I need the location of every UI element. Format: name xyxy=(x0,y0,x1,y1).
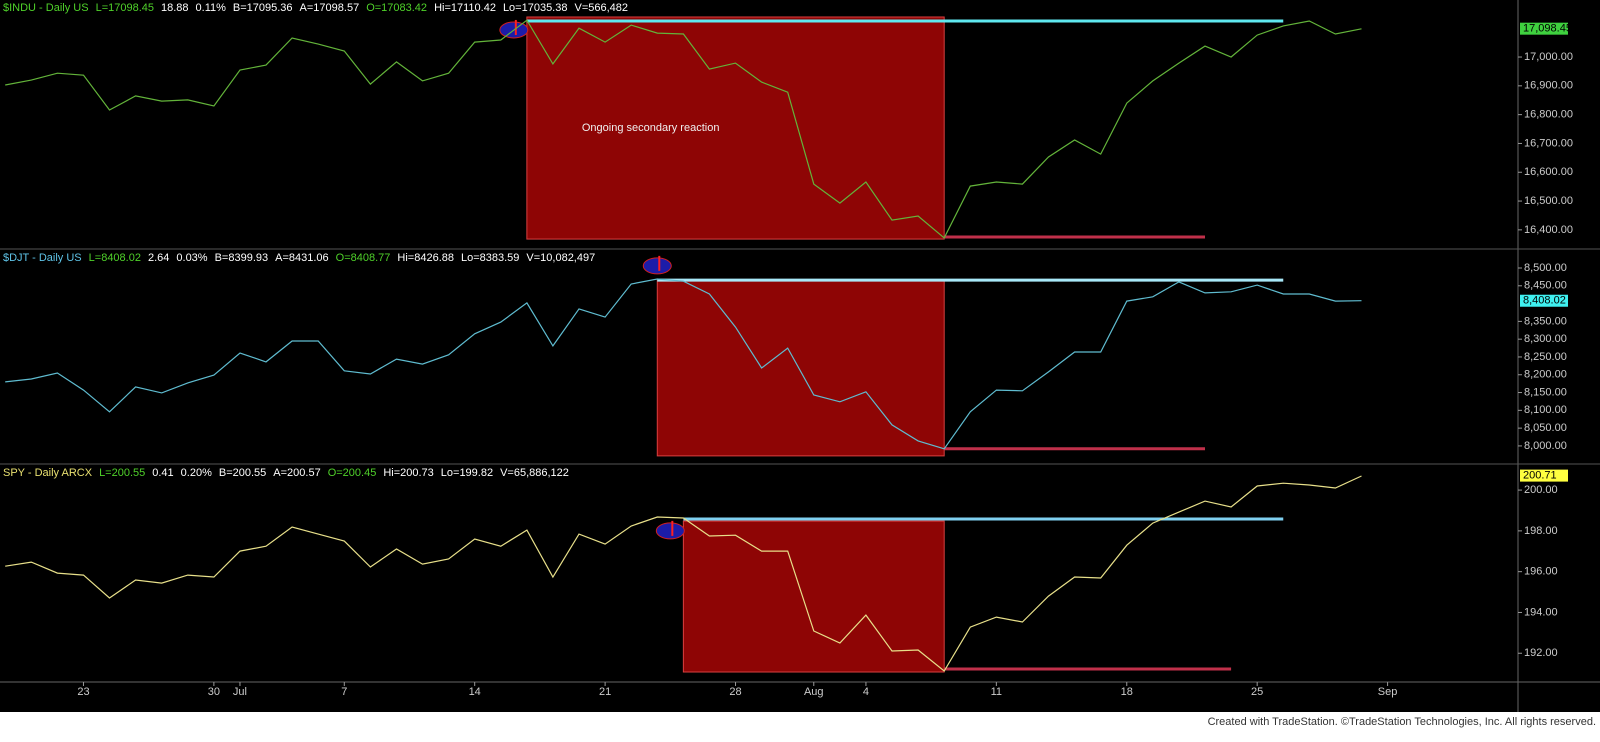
x-tick-label: 30 xyxy=(208,686,220,698)
header-field: $DJT - Daily US xyxy=(3,252,82,264)
x-tick-label: Sep xyxy=(1378,686,1398,698)
y-tick-label: 8,300.00 xyxy=(1524,333,1567,345)
price-line xyxy=(5,475,1362,672)
last-price-label: 200.71 xyxy=(1523,470,1557,482)
header-field: O=8408.77 xyxy=(336,252,391,264)
header-field: V=10,082,497 xyxy=(526,252,595,264)
y-tick-label: 8,500.00 xyxy=(1524,262,1567,274)
header-field: O=17083.42 xyxy=(366,2,427,14)
x-tick-label: 11 xyxy=(991,686,1002,698)
x-tick-label: 23 xyxy=(77,686,89,698)
highlight-region xyxy=(682,520,945,673)
highlight-region xyxy=(656,279,945,457)
footer-strip xyxy=(0,712,1600,742)
header-field: 0.11% xyxy=(196,2,227,14)
header-field: $INDU - Daily US xyxy=(3,2,89,14)
x-tick-label: 4 xyxy=(863,686,869,698)
annotation: Ongoing secondary reaction xyxy=(582,122,720,134)
y-tick-label: 8,200.00 xyxy=(1524,369,1567,381)
panel-header: SPY - Daily ARCX L=200.55 0.41 0.20% B=200.5… xyxy=(3,467,569,479)
header-field: 18.88 xyxy=(161,2,189,14)
y-tick-label: 16,700.00 xyxy=(1524,137,1573,149)
footer: Created with TradeStation. ©TradeStation… xyxy=(1208,716,1596,728)
header-field: Lo=199.82 xyxy=(441,467,493,479)
y-tick-label: 17,000.00 xyxy=(1524,51,1573,63)
x-tick-label: 25 xyxy=(1251,686,1263,698)
price-line xyxy=(5,278,1362,450)
y-tick-label: 192.00 xyxy=(1524,647,1558,659)
y-tick-label: 8,050.00 xyxy=(1524,422,1567,434)
y-tick-label: 16,800.00 xyxy=(1524,109,1573,121)
last-price-label: 17,098.45 xyxy=(1523,23,1572,35)
header-field: Hi=200.73 xyxy=(383,467,433,479)
y-tick-label: 16,500.00 xyxy=(1524,195,1573,207)
header-field: L=17098.45 xyxy=(96,2,154,14)
y-tick-label: 8,350.00 xyxy=(1524,315,1567,327)
x-tick-label: Aug xyxy=(804,686,824,698)
header-field: Lo=8383.59 xyxy=(461,252,519,264)
header-field: 0.41 xyxy=(152,467,173,479)
x-tick-label: 28 xyxy=(729,686,741,698)
header-field: SPY - Daily ARCX xyxy=(3,467,93,479)
header-field: A=200.57 xyxy=(273,467,320,479)
header-field: V=566,482 xyxy=(574,2,628,14)
x-tick-label: 18 xyxy=(1121,686,1133,698)
y-tick-label: 8,150.00 xyxy=(1524,386,1567,398)
header-field: Lo=17035.38 xyxy=(503,2,568,14)
y-tick-label: 200.00 xyxy=(1524,484,1558,496)
last-price-label: 8,408.02 xyxy=(1523,295,1566,307)
header-field: 0.20% xyxy=(181,467,212,479)
header-field: B=8399.93 xyxy=(215,252,269,264)
last-price-box xyxy=(1520,469,1568,482)
marker xyxy=(655,522,685,540)
last-price-box xyxy=(1520,22,1568,35)
header-field: Hi=17110.42 xyxy=(434,2,496,14)
header-field: L=8408.02 xyxy=(89,252,141,264)
marker xyxy=(642,257,672,275)
x-tick-label: 7 xyxy=(341,686,347,698)
y-tick-label: 8,100.00 xyxy=(1524,404,1567,416)
y-tick-label: 8,250.00 xyxy=(1524,351,1567,363)
header-field: B=200.55 xyxy=(219,467,266,479)
header-field: A=8431.06 xyxy=(275,252,329,264)
header-field: O=200.45 xyxy=(328,467,377,479)
panel-header: $DJT - Daily US L=8408.02 2.64 0.03% B=8399.… xyxy=(3,252,595,264)
y-tick-label: 8,450.00 xyxy=(1524,280,1567,292)
last-price-box xyxy=(1520,294,1568,307)
header-field: A=17098.57 xyxy=(300,2,360,14)
header-field: B=17095.36 xyxy=(233,2,293,14)
highlight-region xyxy=(526,16,945,240)
y-tick-label: 198.00 xyxy=(1524,525,1558,537)
y-tick-label: 16,900.00 xyxy=(1524,80,1573,92)
x-tick-label: Jul xyxy=(233,686,247,698)
price-line xyxy=(5,19,1362,239)
y-tick-label: 196.00 xyxy=(1524,566,1558,578)
x-tick-label: 14 xyxy=(469,686,481,698)
panel-header: $INDU - Daily US L=17098.45 18.88 0.11% B=17… xyxy=(3,2,628,14)
y-tick-label: 16,600.00 xyxy=(1524,166,1573,178)
header-field: 0.03% xyxy=(176,252,207,264)
header-field: L=200.55 xyxy=(99,467,145,479)
header-field: Hi=8426.88 xyxy=(397,252,454,264)
y-tick-label: 194.00 xyxy=(1524,606,1558,618)
x-tick-label: 21 xyxy=(599,686,611,698)
header-field: 2.64 xyxy=(148,252,169,264)
header-field: V=65,886,122 xyxy=(500,467,569,479)
y-tick-label: 16,400.00 xyxy=(1524,224,1573,236)
y-tick-label: 8,000.00 xyxy=(1524,440,1567,452)
